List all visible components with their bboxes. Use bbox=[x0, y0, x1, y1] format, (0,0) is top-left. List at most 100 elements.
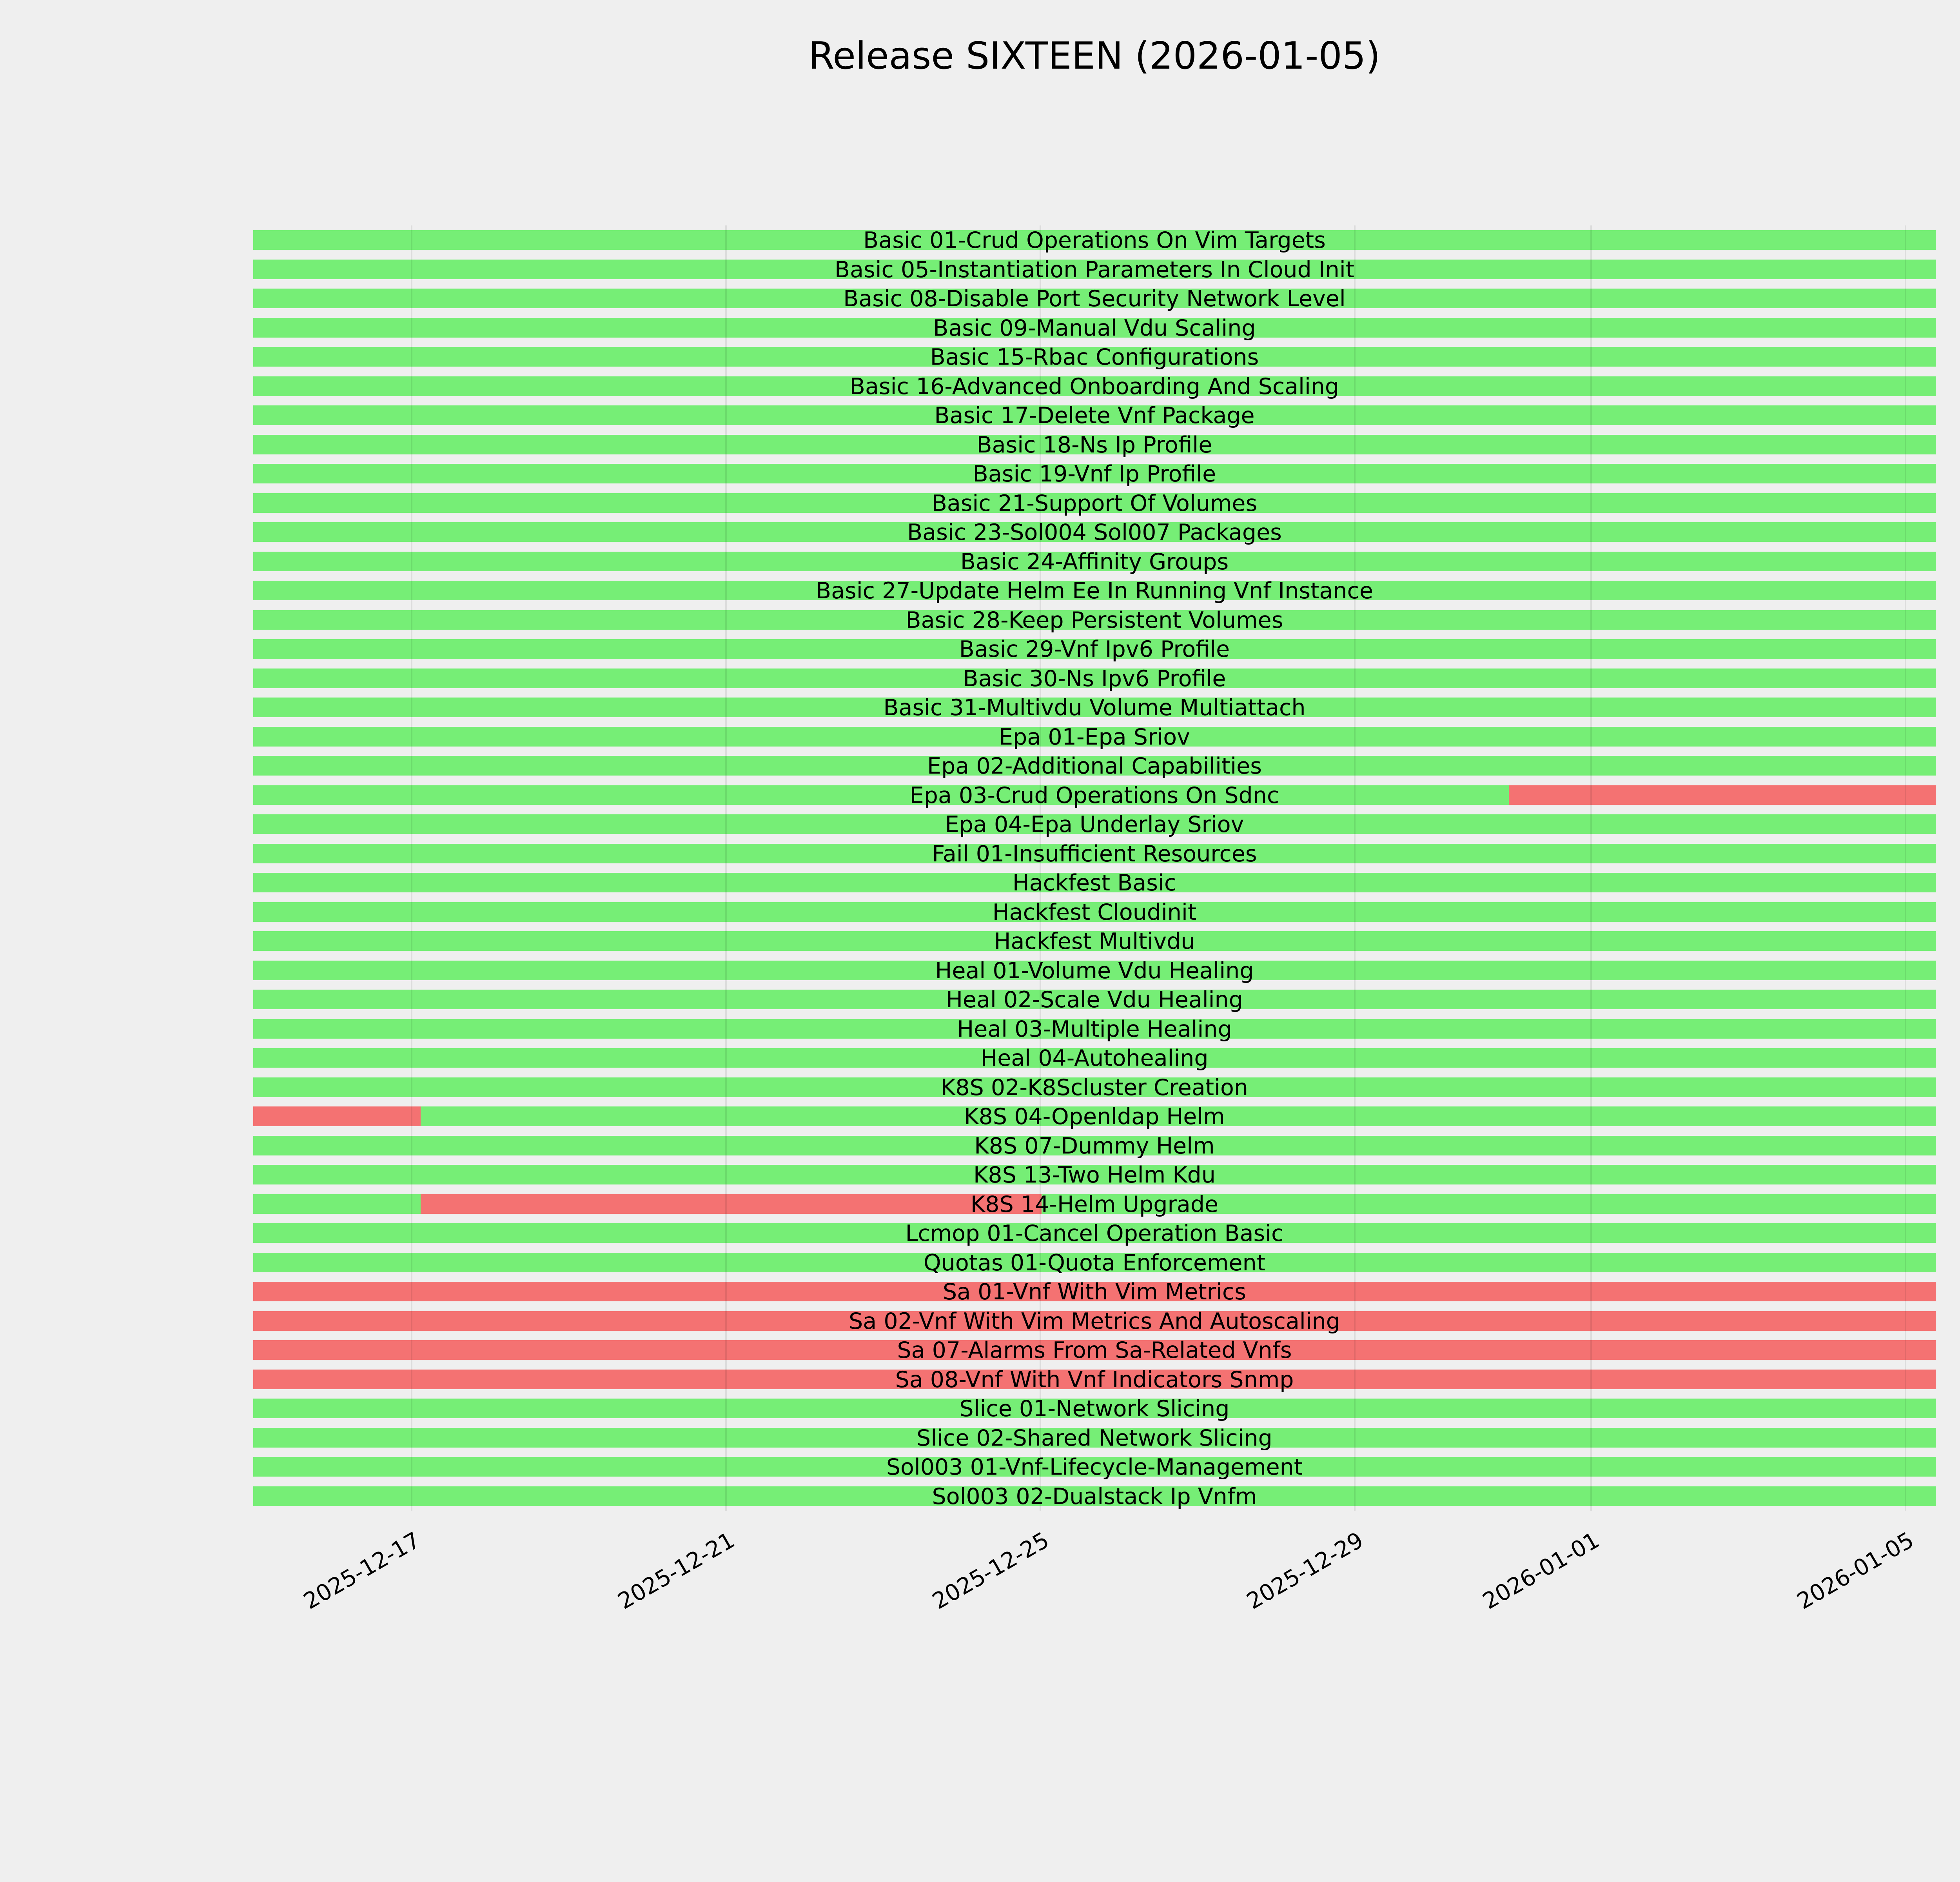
gantt-bar-track: Basic 30-Ns Ipv6 Profile bbox=[253, 665, 1936, 692]
gantt-row-label: Basic 21-Support Of Volumes bbox=[931, 490, 1258, 516]
gantt-row: Sol003 02-Dualstack Ip Vnfm bbox=[253, 1482, 1936, 1511]
gantt-bar-track: Basic 24-Affinity Groups bbox=[253, 549, 1936, 575]
gantt-bar-segment-pass bbox=[1041, 1194, 1936, 1214]
x-tick-label: 2025-12-25 bbox=[928, 1527, 1054, 1615]
gantt-row-label: Basic 19-Vnf Ip Profile bbox=[973, 461, 1216, 487]
gantt-row: Quotas 01-Quota Enforcement bbox=[253, 1248, 1936, 1277]
gantt-bar-segment-pass bbox=[253, 1077, 1936, 1097]
gantt-bar-track: Slice 02-Shared Network Slicing bbox=[253, 1427, 1936, 1449]
gantt-row: Epa 04-Epa Underlay Sriov bbox=[253, 810, 1936, 839]
gantt-bar-segment-pass bbox=[253, 843, 1936, 863]
gantt-bar-track: Heal 03-Multiple Healing bbox=[253, 1016, 1936, 1042]
gantt-row-label: Basic 17-Delete Vnf Package bbox=[934, 403, 1255, 429]
gantt-bar-segment-pass bbox=[253, 931, 1936, 951]
x-tick-label: 2025-12-17 bbox=[299, 1527, 425, 1615]
gantt-bar-segment-pass bbox=[253, 873, 1936, 892]
gantt-bar-track: Basic 27-Update Helm Ee In Running Vnf I… bbox=[253, 580, 1936, 602]
gantt-row-label: K8S 14-Helm Upgrade bbox=[970, 1191, 1219, 1217]
gantt-bar-track: Lcmop 01-Cancel Operation Basic bbox=[253, 1223, 1936, 1245]
gantt-bar-segment-pass bbox=[253, 785, 1509, 805]
gantt-row: Basic 27-Update Helm Ee In Running Vnf I… bbox=[253, 576, 1936, 605]
gantt-bar-track: Basic 15-Rbac Configurations bbox=[253, 346, 1936, 369]
gantt-row: Basic 19-Vnf Ip Profile bbox=[253, 459, 1936, 489]
gantt-bar-track: K8S 07-Dummy Helm bbox=[253, 1133, 1936, 1159]
gantt-bar-segment-pass bbox=[253, 1194, 421, 1214]
gantt-row: Basic 01-Crud Operations On Vim Targets bbox=[253, 225, 1936, 255]
gantt-row: Basic 09-Manual Vdu Scaling bbox=[253, 313, 1936, 343]
gantt-row-label: Heal 03-Multiple Healing bbox=[957, 1016, 1232, 1042]
gantt-plot: Basic 01-Crud Operations On Vim Targets B… bbox=[253, 225, 1936, 1511]
gantt-bar-segment-pass bbox=[253, 259, 1936, 279]
gantt-bar-track: Basic 01-Crud Operations On Vim Targets bbox=[253, 227, 1936, 253]
gantt-row: K8S 04-Openldap Helm bbox=[253, 1102, 1936, 1131]
gantt-row: Hackfest Cloudinit bbox=[253, 897, 1936, 927]
gantt-row: K8S 07-Dummy Helm bbox=[253, 1131, 1936, 1161]
gridline bbox=[1040, 225, 1042, 1511]
gantt-row: Sa 07-Alarms From Sa-Related Vnfs bbox=[253, 1335, 1936, 1365]
gantt-bar-segment-fail bbox=[1509, 785, 1936, 805]
gantt-row: Basic 17-Delete Vnf Package bbox=[253, 401, 1936, 430]
gantt-row-label: Fail 01-Insufficient Resources bbox=[932, 841, 1257, 867]
gantt-row: Heal 04-Autohealing bbox=[253, 1043, 1936, 1073]
gantt-bar-track: Basic 31-Multivdu Volume Multiattach bbox=[253, 697, 1936, 719]
gantt-row: Hackfest Basic bbox=[253, 868, 1936, 897]
gantt-bar-track: K8S 02-K8Scluster Creation bbox=[253, 1074, 1936, 1101]
gantt-bar-track: Basic 08-Disable Port Security Network L… bbox=[253, 286, 1936, 312]
gantt-bar-segment-fail bbox=[253, 1340, 1936, 1360]
gantt-row: Epa 03-Crud Operations On Sdnc bbox=[253, 781, 1936, 810]
gantt-row-label: Slice 01-Network Slicing bbox=[959, 1396, 1230, 1422]
gantt-row-label: Sol003 01-Vnf-Lifecycle-Management bbox=[886, 1454, 1303, 1480]
gantt-bar-track: Heal 01-Volume Vdu Healing bbox=[253, 959, 1936, 982]
gantt-bar-track: Basic 09-Manual Vdu Scaling bbox=[253, 315, 1936, 341]
gantt-row: Basic 21-Support Of Volumes bbox=[253, 489, 1936, 518]
gantt-row-label: Basic 30-Ns Ipv6 Profile bbox=[963, 665, 1226, 692]
gantt-row-label: Basic 08-Disable Port Security Network L… bbox=[843, 286, 1346, 312]
gantt-row-label: K8S 13-Two Helm Kdu bbox=[973, 1162, 1216, 1188]
gantt-bar-segment-pass bbox=[253, 990, 1936, 1009]
gantt-row-label: Heal 04-Autohealing bbox=[980, 1045, 1209, 1071]
gantt-bar-track: Epa 02-Additional Capabilities bbox=[253, 755, 1936, 778]
gantt-bar-segment-pass bbox=[253, 1135, 1936, 1155]
gantt-row: Basic 15-Rbac Configurations bbox=[253, 342, 1936, 372]
gantt-bar-track: Sa 07-Alarms From Sa-Related Vnfs bbox=[253, 1339, 1936, 1362]
gantt-row: Basic 24-Affinity Groups bbox=[253, 547, 1936, 576]
gantt-bar-segment-pass bbox=[253, 581, 1936, 600]
gantt-bar-segment-pass bbox=[253, 405, 1936, 425]
gantt-row-label: Basic 01-Crud Operations On Vim Targets bbox=[863, 227, 1326, 253]
gantt-bar-segment-pass bbox=[253, 1223, 1936, 1243]
gantt-row-label: Epa 01-Epa Sriov bbox=[999, 724, 1190, 750]
gantt-row-label: Basic 16-Advanced Onboarding And Scaling bbox=[849, 373, 1339, 400]
gantt-row-label: Sol003 02-Dualstack Ip Vnfm bbox=[932, 1483, 1257, 1510]
gantt-row: Lcmop 01-Cancel Operation Basic bbox=[253, 1219, 1936, 1248]
gantt-bar-segment-fail bbox=[253, 1106, 421, 1126]
gantt-row-label: K8S 07-Dummy Helm bbox=[974, 1133, 1215, 1159]
gantt-row: Basic 30-Ns Ipv6 Profile bbox=[253, 664, 1936, 693]
gantt-bar-track: Epa 01-Epa Sriov bbox=[253, 724, 1936, 750]
gantt-bar-track: Basic 17-Delete Vnf Package bbox=[253, 403, 1936, 429]
gantt-row-label: K8S 02-K8Scluster Creation bbox=[940, 1074, 1248, 1101]
gantt-row: Sa 01-Vnf With Vim Metrics bbox=[253, 1277, 1936, 1306]
gantt-bar-segment-fail bbox=[253, 1282, 1936, 1301]
gantt-bar-segment-pass bbox=[253, 434, 1936, 454]
x-tick-label: 2026-01-05 bbox=[1793, 1527, 1918, 1615]
gantt-row: Sa 02-Vnf With Vim Metrics And Autoscali… bbox=[253, 1306, 1936, 1336]
gantt-bar-segment-pass bbox=[253, 1165, 1936, 1184]
gridline bbox=[1904, 225, 1906, 1511]
gantt-row-label: Basic 29-Vnf Ipv6 Profile bbox=[959, 636, 1230, 662]
gantt-row: Fail 01-Insufficient Resources bbox=[253, 839, 1936, 868]
gridline bbox=[1590, 225, 1592, 1511]
gantt-row-label: Basic 09-Manual Vdu Scaling bbox=[933, 315, 1256, 341]
gantt-row-label: Hackfest Cloudinit bbox=[992, 899, 1197, 925]
gantt-row-label: Basic 24-Affinity Groups bbox=[960, 549, 1229, 575]
gantt-bar-track: Basic 05-Instantiation Parameters In Clo… bbox=[253, 258, 1936, 281]
chart-title: Release SIXTEEN (2026-01-05) bbox=[808, 35, 1381, 78]
gantt-row: Heal 02-Scale Vdu Healing bbox=[253, 985, 1936, 1014]
gantt-bar-track: Sol003 02-Dualstack Ip Vnfm bbox=[253, 1483, 1936, 1510]
gantt-bar-segment-pass bbox=[253, 814, 1936, 834]
gantt-row: Slice 01-Network Slicing bbox=[253, 1394, 1936, 1423]
gantt-bar-segment-pass bbox=[253, 960, 1936, 980]
gantt-row: Epa 01-Epa Sriov bbox=[253, 722, 1936, 752]
gantt-row: Basic 08-Disable Port Security Network L… bbox=[253, 284, 1936, 313]
gantt-bar-segment-pass bbox=[253, 1252, 1936, 1272]
gantt-bar-track: Sa 08-Vnf With Vnf Indicators Snmp bbox=[253, 1368, 1936, 1391]
